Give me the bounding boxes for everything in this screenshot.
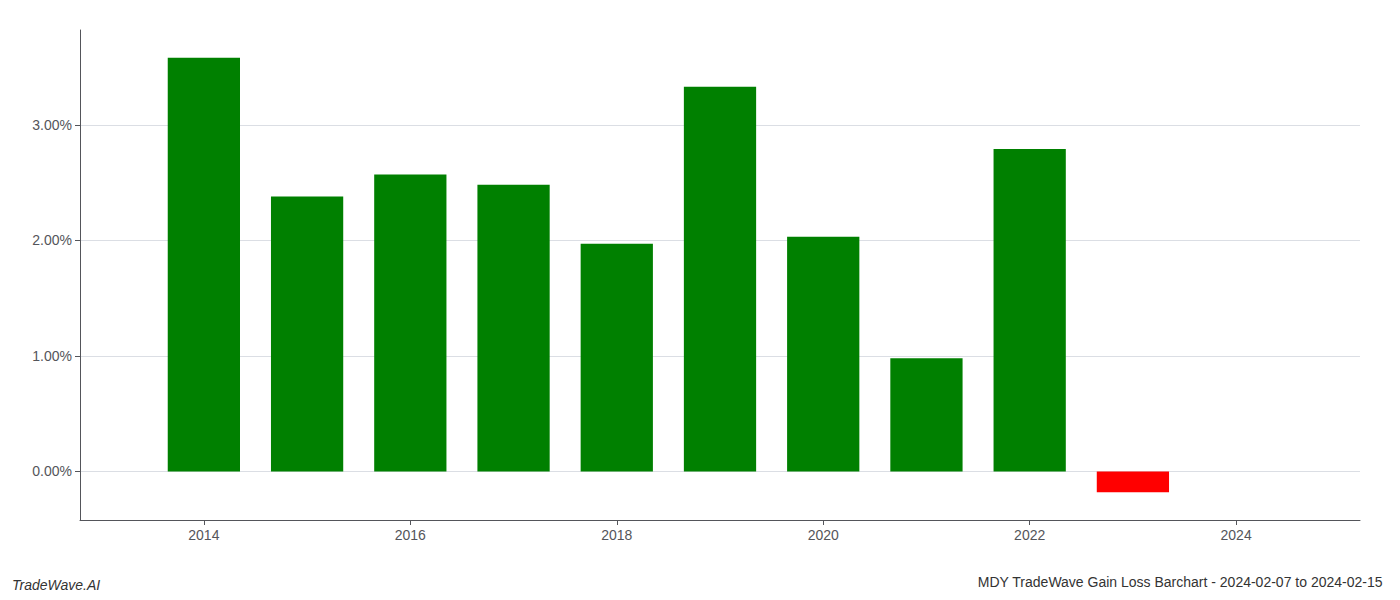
svg-text:2024: 2024 (1221, 527, 1252, 543)
svg-text:MDY TradeWave Gain Loss Barcha: MDY TradeWave Gain Loss Barchart - 2024-… (978, 574, 1383, 590)
svg-text:2016: 2016 (395, 527, 426, 543)
svg-text:TradeWave.AI: TradeWave.AI (12, 577, 100, 593)
svg-text:0.00%: 0.00% (32, 463, 72, 479)
svg-text:2022: 2022 (1014, 527, 1045, 543)
svg-text:3.00%: 3.00% (32, 117, 72, 133)
svg-text:2020: 2020 (808, 527, 839, 543)
svg-text:2014: 2014 (188, 527, 219, 543)
svg-text:1.00%: 1.00% (32, 348, 72, 364)
svg-text:2.00%: 2.00% (32, 232, 72, 248)
svg-text:2018: 2018 (601, 527, 632, 543)
